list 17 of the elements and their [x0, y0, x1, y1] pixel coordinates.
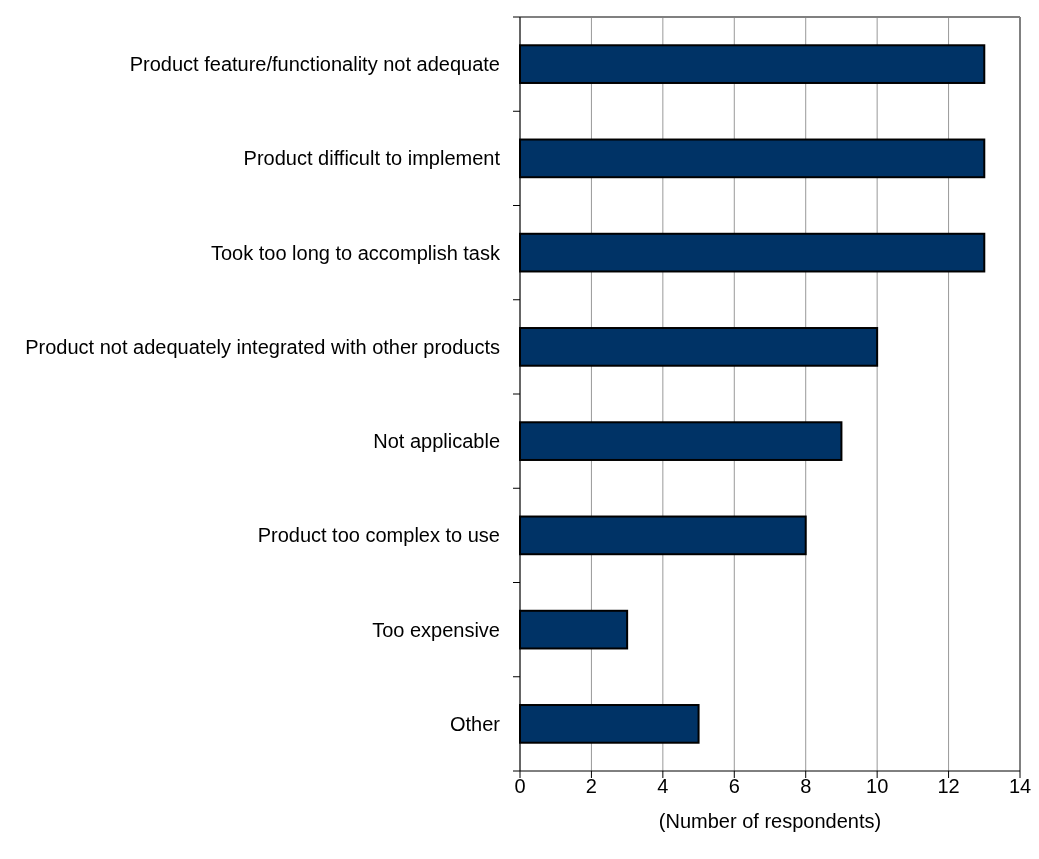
y-tick-label: Too expensive [372, 618, 500, 641]
x-tick-label: 12 [937, 775, 960, 797]
y-tick-label: Product too complex to use [257, 524, 500, 547]
y-tick-label: Took too long to accomplish task [210, 241, 501, 264]
x-tick-label: 10 [866, 775, 889, 797]
y-tick-label: Product not adequately integrated with other products [25, 335, 500, 358]
x-tick-label: 8 [800, 775, 812, 797]
x-tick-label: 14 [1008, 775, 1032, 797]
y-tick-label: Other [449, 712, 501, 735]
x-tick-label: 4 [657, 775, 669, 797]
y-tick-label: Product feature/functionality not adequate [129, 53, 500, 76]
x-axis-title: (Number of respondents) [658, 810, 882, 832]
x-tick-label: 0 [514, 775, 526, 797]
x-tick-label: 6 [728, 775, 740, 797]
y-tick-label: Not applicable [373, 430, 500, 453]
x-tick-label: 2 [585, 775, 597, 797]
y-tick-label: Product difficult to implement [243, 147, 501, 170]
